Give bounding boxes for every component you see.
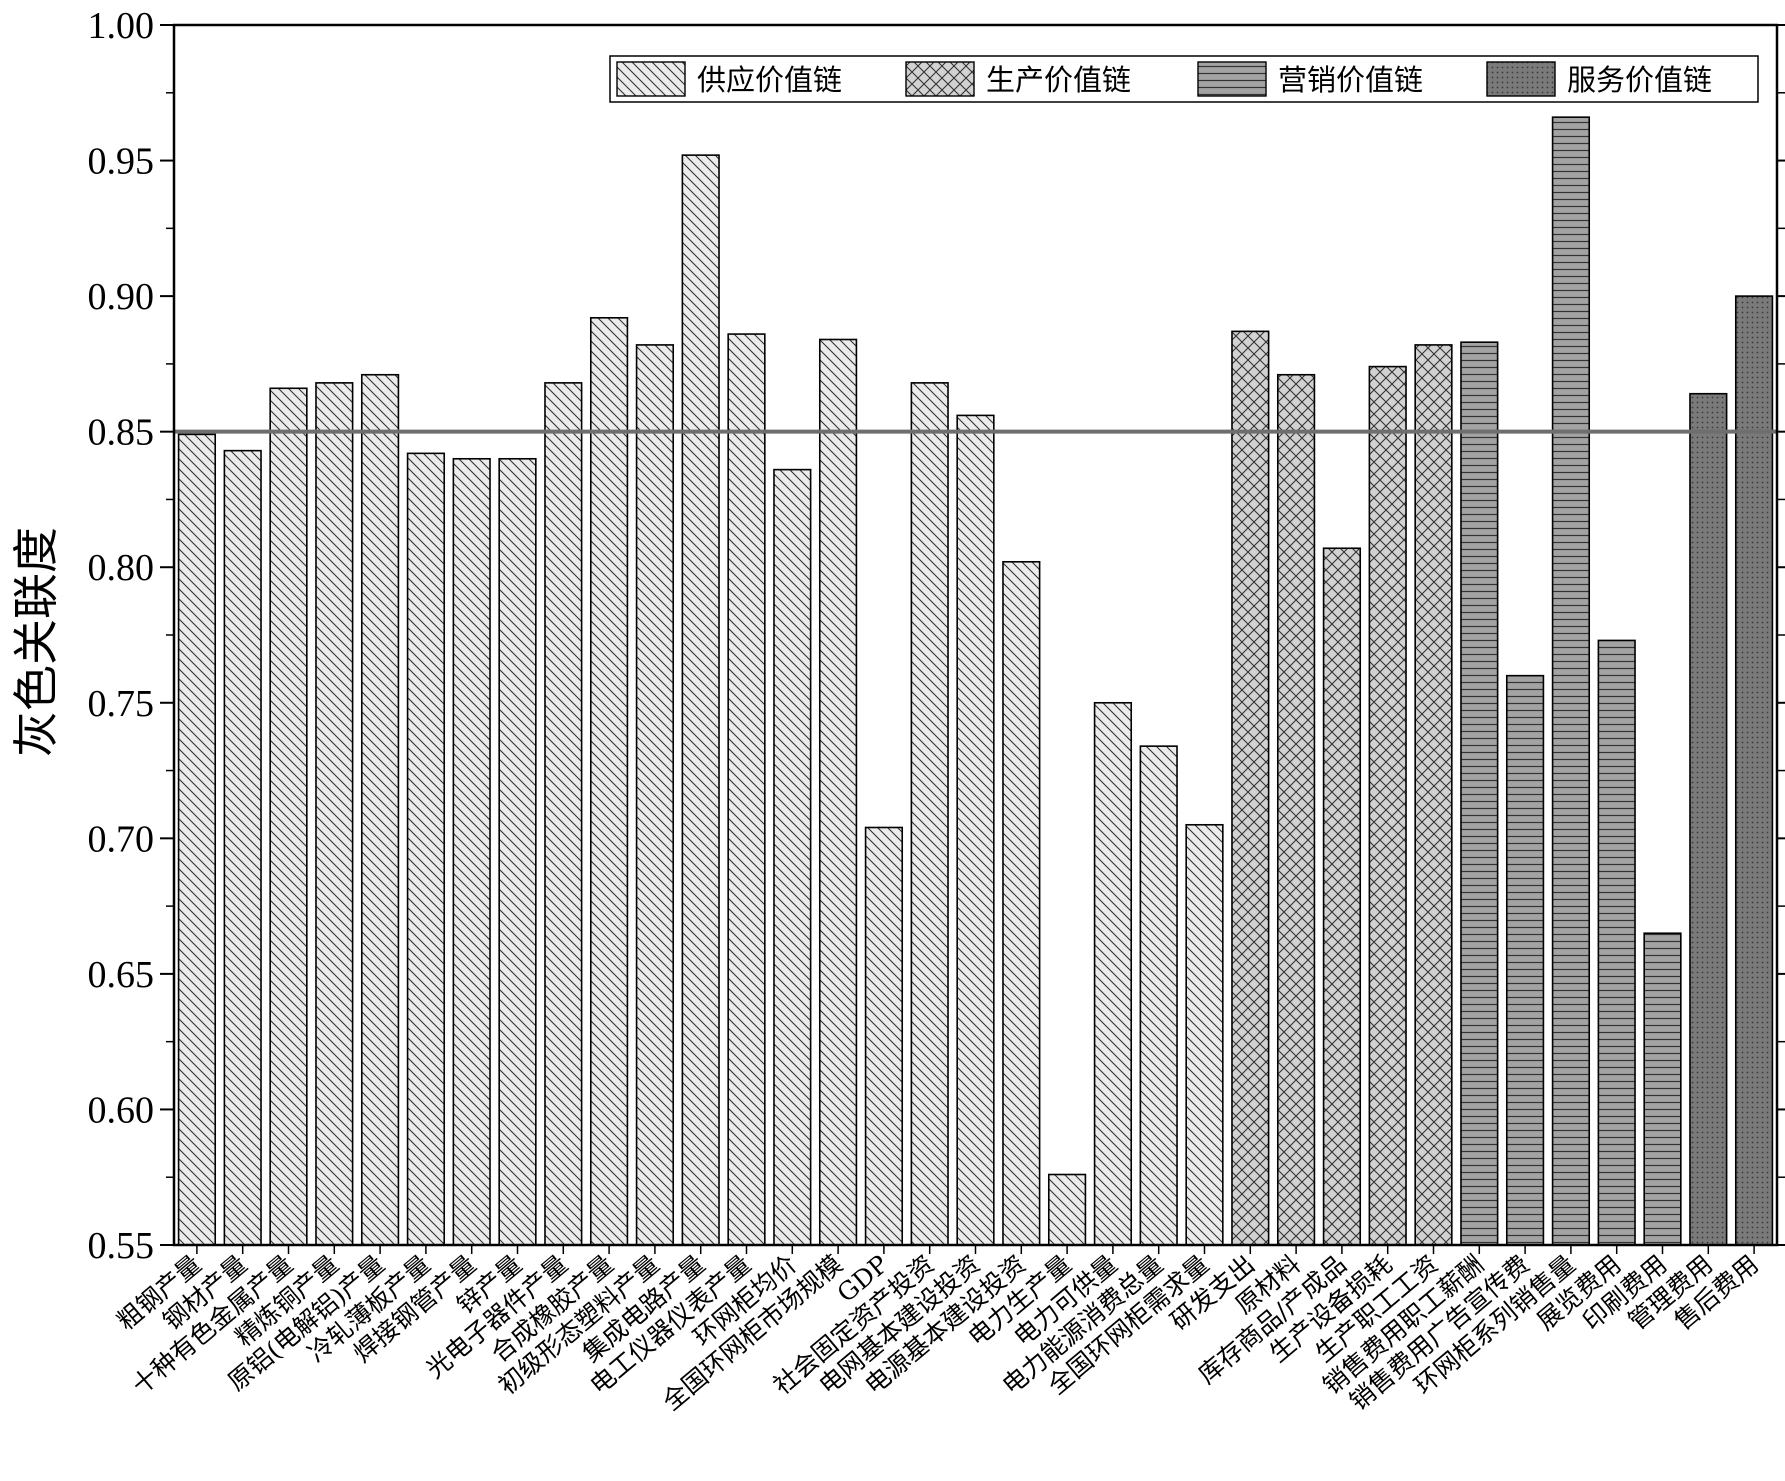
bar	[1597, 639, 1636, 1246]
bar	[1276, 373, 1316, 1246]
bar	[1139, 745, 1178, 1246]
bar	[1322, 547, 1362, 1246]
bar	[864, 826, 904, 1246]
legend: 供应价值链 生产价值链 营销价值链 服务价值链	[609, 55, 1759, 103]
bar	[406, 452, 446, 1246]
y-tick-label: 0.85	[88, 412, 155, 454]
legend-swatch	[616, 61, 686, 97]
bar	[544, 382, 583, 1246]
bar	[1505, 674, 1545, 1246]
bar	[956, 414, 995, 1246]
bar	[1185, 823, 1224, 1246]
y-tick-label: 0.90	[88, 276, 155, 318]
legend-swatch	[905, 61, 975, 97]
bar	[1689, 392, 1728, 1246]
bar	[635, 344, 675, 1246]
bar	[1368, 365, 1407, 1246]
category-labels: 粗钢产量钢材产量十种有色金属产量精炼铜产量原铝(电解铝)产量冷轧薄板产量焊接钢管…	[111, 1245, 1764, 1416]
y-axis-label: 灰色关联度	[9, 527, 63, 757]
bar	[1093, 701, 1133, 1246]
bar	[727, 333, 766, 1246]
bar	[910, 382, 949, 1246]
y-tick-label: 0.65	[88, 954, 155, 996]
legend-label: 服务价值链	[1567, 63, 1712, 97]
y-tick-label: 0.75	[88, 683, 155, 725]
bar	[1551, 116, 1591, 1246]
bar	[1414, 344, 1453, 1246]
bar	[1460, 341, 1499, 1246]
bar	[452, 457, 491, 1246]
legend-label: 营销价值链	[1278, 63, 1423, 97]
bar	[223, 449, 262, 1246]
bar	[818, 338, 858, 1246]
bar	[177, 433, 217, 1246]
bar	[773, 468, 812, 1246]
legend-swatch	[1197, 61, 1267, 97]
y-tick-label: 1.00	[88, 5, 155, 47]
bar	[315, 382, 354, 1246]
y-tick-label: 0.70	[88, 818, 155, 860]
y-tick-label: 0.95	[88, 141, 155, 183]
bar	[1734, 295, 1774, 1246]
bar	[1231, 330, 1270, 1246]
bar	[498, 457, 537, 1246]
y-tick-label: 0.80	[88, 547, 155, 589]
legend-label: 生产价值链	[986, 63, 1131, 97]
bar	[681, 154, 720, 1246]
y-tick-label: 0.60	[88, 1089, 155, 1131]
bar	[269, 387, 308, 1246]
bar	[1002, 560, 1041, 1246]
bar	[1643, 932, 1682, 1246]
legend-box	[609, 55, 1759, 103]
y-tick-label: 0.55	[88, 1225, 155, 1267]
legend-swatch	[1486, 61, 1556, 97]
legend-label: 供应价值链	[697, 63, 842, 97]
bars	[177, 116, 1774, 1246]
bar	[1047, 1173, 1087, 1246]
bar	[360, 373, 400, 1246]
axes: 0.55 0.60 0.65 0.70 0.75 0.80 0.85 0.90 0.95 1.00	[88, 5, 1785, 1267]
bar	[589, 316, 629, 1246]
